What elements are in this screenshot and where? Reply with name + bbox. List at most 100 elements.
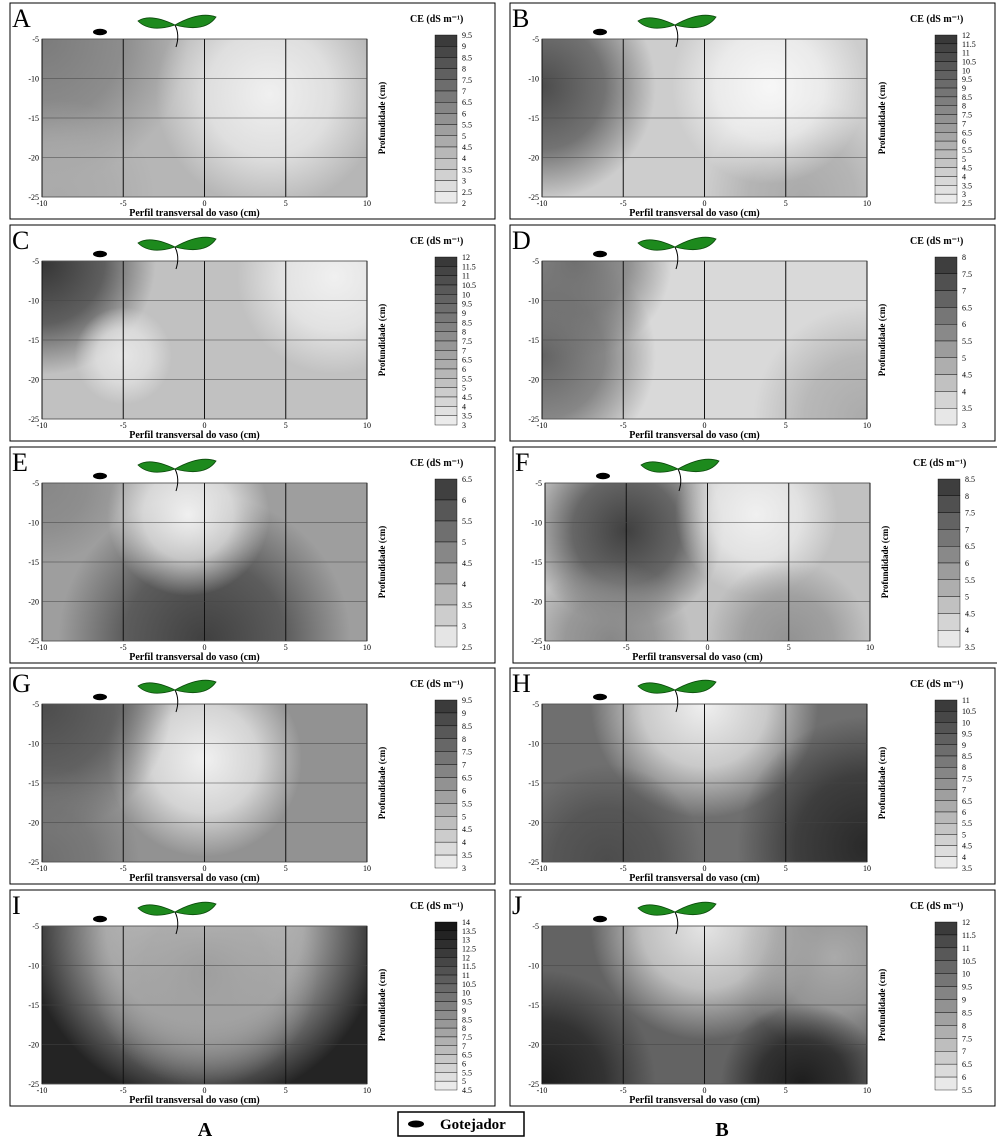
colorbar-label: 4.5 (462, 825, 472, 834)
y-axis-label: Profundidade (cm) (377, 304, 387, 377)
colorbar-segment (434, 157, 458, 170)
x-axis-label: Perfil transversal do vaso (cm) (629, 430, 760, 441)
colorbar-label: 11 (462, 272, 470, 281)
colorbar-label: 6.5 (462, 1051, 472, 1060)
panel-letter: I (12, 891, 21, 920)
colorbar-segment (434, 180, 458, 193)
colorbar-label: 4 (965, 626, 969, 635)
colorbar-label: 12 (462, 953, 470, 962)
y-tick-label: -20 (28, 598, 39, 607)
colorbar-segment (434, 396, 458, 407)
colorbar-label: 6 (462, 365, 466, 374)
y-tick-label: -25 (28, 1080, 39, 1089)
y-axis-label: Profundidade (cm) (877, 304, 887, 377)
x-tick-label: -10 (37, 864, 48, 873)
colorbar-label: 5.5 (962, 819, 972, 828)
colorbar-label: 6.5 (462, 774, 472, 783)
colorbar-segment (934, 105, 958, 115)
colorbar-segment (934, 307, 958, 325)
panel: -10 -5 0 5 10 -5 -10 -15 -20 -25 Perfil transversa… (509, 667, 996, 885)
field-blob (753, 305, 867, 419)
field-blob (42, 483, 124, 565)
colorbar-segment (934, 140, 958, 151)
colorbar-title: CE (dS m⁻¹) (410, 458, 463, 469)
colorbar-segment (934, 273, 958, 291)
colorbar-title: CE (dS m⁻¹) (910, 14, 963, 25)
colorbar-segment (434, 294, 458, 304)
colorbar-label: 8.5 (962, 752, 972, 761)
y-tick-label: -25 (28, 637, 39, 646)
colorbar-label: 7.5 (462, 337, 472, 346)
x-tick-label: 0 (203, 1086, 207, 1095)
x-tick-label: 5 (787, 643, 791, 652)
colorbar-label: 6 (462, 786, 466, 795)
y-tick-label: -15 (528, 114, 539, 123)
colorbar-label: 9.5 (462, 696, 472, 705)
colorbar-label: 4 (462, 580, 466, 589)
panel-letter: E (12, 448, 28, 477)
colorbar-segment (434, 406, 458, 416)
x-tick-label: 0 (203, 643, 207, 652)
colorbar-label: 3 (962, 421, 966, 430)
colorbar-label: 10 (462, 290, 470, 299)
colorbar-label: 9 (962, 741, 966, 750)
colorbar-segment (934, 856, 958, 869)
x-axis-label: Perfil transversal do vaso (cm) (129, 430, 260, 441)
legend-label: Gotejador (440, 1117, 506, 1133)
seedling-stem (674, 689, 679, 713)
y-axis-label: Profundidade (cm) (377, 526, 387, 599)
colorbar-label: 2.5 (462, 643, 472, 652)
colorbar-segment (937, 478, 961, 496)
colorbar-label: 11.5 (962, 931, 976, 940)
colorbar-label: 11 (962, 49, 970, 58)
colorbar-segment (434, 816, 458, 830)
colorbar-label: 10.5 (462, 281, 476, 290)
colorbar-segment (434, 957, 458, 967)
colorbar-label: 3.5 (965, 643, 975, 652)
colorbar-segment (434, 562, 458, 585)
colorbar-segment (434, 751, 458, 765)
colorbar-label: 6 (462, 1059, 466, 1068)
colorbar-label: 4 (462, 402, 466, 411)
colorbar-label: 9 (962, 84, 966, 93)
seedling-leaf (637, 239, 677, 251)
colorbar-label: 8 (962, 1021, 966, 1030)
colorbar-label: 7 (962, 119, 966, 128)
colorbar-label: 12.5 (462, 945, 476, 954)
colorbar-label: 7.5 (962, 1034, 972, 1043)
y-tick-label: -20 (528, 376, 539, 385)
panel: -10 -5 0 5 10 -5 -10 -15 -20 -25 Perfil transversa… (509, 889, 996, 1107)
colorbar-label: 5 (462, 812, 466, 821)
colorbar-segment (434, 712, 458, 727)
seedling-leaf (137, 461, 177, 473)
colorbar-label: 9.5 (462, 998, 472, 1007)
colorbar-segment (934, 960, 958, 974)
panel-letter: B (512, 4, 529, 33)
colorbar-segment (934, 800, 958, 813)
seedling-leaf (676, 458, 720, 473)
x-tick-label: 0 (203, 864, 207, 873)
colorbar-label: 5 (962, 155, 966, 164)
x-tick-label: 10 (363, 421, 371, 430)
colorbar-segment (434, 725, 458, 739)
colorbar-segment (934, 973, 958, 987)
panel-letter: H (512, 669, 531, 698)
colorbar-label: 8.5 (462, 318, 472, 327)
x-tick-label: -10 (537, 421, 548, 430)
colorbar-segment (434, 169, 458, 181)
colorbar-segment (434, 478, 458, 501)
x-tick-label: 5 (284, 864, 288, 873)
y-tick-label: -10 (28, 740, 39, 749)
colorbar-segment (434, 1001, 458, 1011)
colorbar-segment (937, 512, 961, 530)
colorbar-label: 7 (462, 346, 466, 355)
colorbar-label: 6.5 (962, 797, 972, 806)
y-tick-label: -15 (28, 336, 39, 345)
colorbar-segment (934, 811, 958, 824)
colorbar-segment (434, 983, 458, 993)
colorbar-label: 2.5 (462, 188, 472, 197)
colorbar-segment (434, 854, 458, 869)
colorbar-segment (934, 176, 958, 186)
colorbar-segment (434, 113, 458, 125)
colorbar-label: 6 (962, 320, 966, 329)
